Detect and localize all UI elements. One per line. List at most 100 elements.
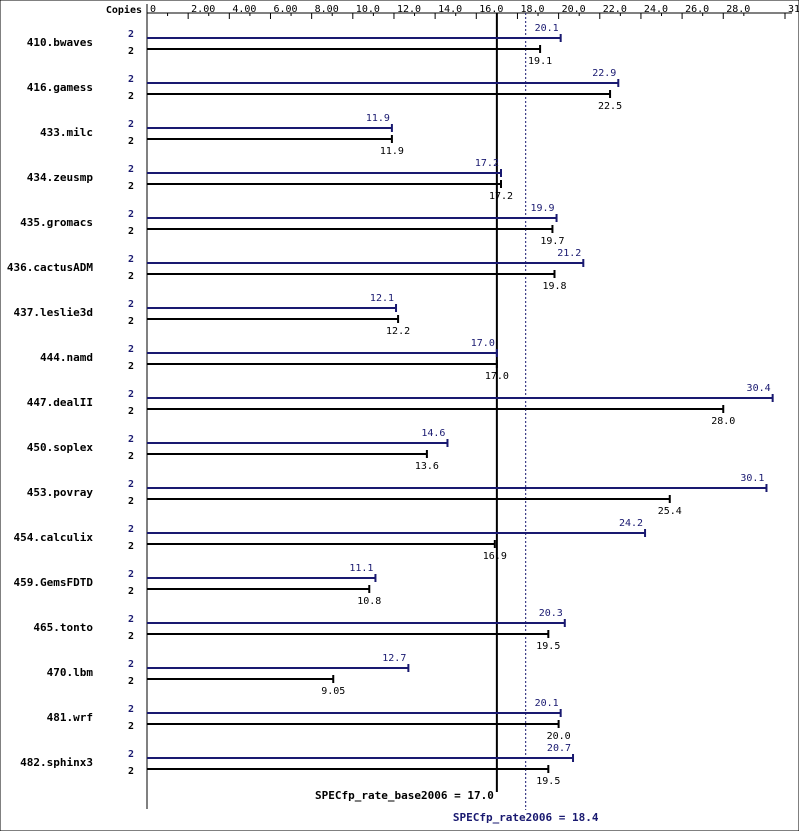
base-value-label: 17.2 [489,191,513,202]
peak-summary-label: SPECfp_rate2006 = 18.4 [453,811,599,824]
benchmark-label: 410.bwaves [27,36,93,49]
peak-copies-label: 2 [128,389,134,400]
axis-tick-label: 26.0 [685,4,709,15]
base-copies-label: 2 [128,226,134,237]
peak-copies-label: 2 [128,569,134,580]
peak-copies-label: 2 [128,164,134,175]
axis-tick-label: 8.00 [315,4,339,15]
axis-tick-label: 0 [150,4,156,15]
benchmark-label: 454.calculix [14,531,94,544]
base-value-label: 13.6 [415,461,439,472]
base-copies-label: 2 [128,91,134,102]
peak-copies-label: 2 [128,749,134,760]
axis-tick-label: 16.0 [479,4,503,15]
benchmark-label: 416.gamess [27,81,93,94]
benchmark-label: 459.GemsFDTD [14,576,94,589]
base-value-label: 19.5 [536,776,560,787]
peak-value-label: 11.1 [349,563,373,574]
axis-group: Copies 0 2.00 4.00 6.00 8.00 10.0 12.0 14.0 16.0 1… [106,4,799,810]
peak-value-label: 19.9 [530,203,554,214]
base-copies-label: 2 [128,541,134,552]
peak-copies-label: 2 [128,524,134,535]
base-value-label: 19.1 [528,56,552,67]
peak-copies-label: 2 [128,614,134,625]
peak-value-label: 12.7 [382,653,406,664]
benchmark-label: 435.gromacs [20,216,93,229]
axis-tick-label: 6.00 [273,4,297,15]
peak-value-label: 12.1 [370,293,394,304]
base-value-label: 22.5 [598,101,622,112]
benchmark-label: 450.soplex [27,441,94,454]
base-value-label: 19.7 [540,236,564,247]
axis-tick-label: 24.0 [644,4,668,15]
peak-value-label: 21.2 [557,248,581,259]
base-value-label: 9.05 [321,686,345,697]
base-value-label: 25.4 [658,506,682,517]
base-value-label: 19.8 [542,281,566,292]
peak-value-label: 20.1 [535,23,559,34]
benchmark-label: 434.zeusmp [27,171,94,184]
base-copies-label: 2 [128,766,134,777]
peak-value-label: 20.3 [539,608,563,619]
base-copies-label: 2 [128,46,134,57]
axis-tick-label: 2.00 [191,4,215,15]
peak-copies-label: 2 [128,344,134,355]
rows-group: 410.bwaves 2 2 20.1 19.1 416.gamess 2 2 22.9 22.5… [7,23,774,787]
peak-copies-label: 2 [128,29,134,40]
peak-value-label: 22.9 [592,68,616,79]
benchmark-label: 453.povray [27,486,94,499]
peak-value-label: 30.4 [747,383,771,394]
axis-tick-label: 22.0 [603,4,627,15]
peak-copies-label: 2 [128,659,134,670]
benchmark-label: 436.cactusADM [7,261,93,274]
benchmark-label: 470.lbm [47,666,94,679]
base-copies-label: 2 [128,181,134,192]
peak-copies-label: 2 [128,704,134,715]
base-copies-label: 2 [128,451,134,462]
benchmark-label: 481.wrf [47,711,93,724]
peak-value-label: 20.7 [547,743,571,754]
benchmark-label: 437.leslie3d [14,306,93,319]
base-copies-label: 2 [128,631,134,642]
peak-copies-label: 2 [128,209,134,220]
axis-tick-label: 12.0 [397,4,421,15]
base-copies-label: 2 [128,406,134,417]
base-copies-label: 2 [128,316,134,327]
peak-value-label: 17.2 [475,158,499,169]
base-summary-label: SPECfp_rate_base2006 = 17.0 [315,789,494,802]
base-copies-label: 2 [128,721,134,732]
peak-value-label: 11.9 [366,113,390,124]
base-value-label: 16.9 [483,551,507,562]
base-value-label: 28.0 [711,416,735,427]
axis-tick-label: 10.0 [356,4,380,15]
peak-value-label: 30.1 [740,473,764,484]
benchmark-label: 444.namd [40,351,93,364]
benchmark-label: 447.dealII [27,396,93,409]
peak-copies-label: 2 [128,299,134,310]
axis-tick-label: 20.0 [562,4,586,15]
base-copies-label: 2 [128,586,134,597]
peak-value-label: 17.0 [471,338,495,349]
base-copies-label: 2 [128,136,134,147]
summary-group: SPECfp_rate_base2006 = 17.0 SPECfp_rate20… [315,789,599,824]
peak-copies-label: 2 [128,434,134,445]
peak-copies-label: 2 [128,74,134,85]
axis-tick-label: 4.00 [232,4,256,15]
benchmark-label: 465.tonto [33,621,93,634]
peak-copies-label: 2 [128,254,134,265]
peak-value-label: 20.1 [535,698,559,709]
axis-tick-label: 31.0 [788,4,799,15]
base-copies-label: 2 [128,676,134,687]
peak-copies-label: 2 [128,119,134,130]
base-value-label: 20.0 [547,731,571,742]
peak-value-label: 14.6 [421,428,445,439]
base-value-label: 19.5 [536,641,560,652]
base-value-label: 17.0 [485,371,509,382]
base-value-label: 11.9 [380,146,404,157]
copies-header: Copies [106,4,142,16]
base-copies-label: 2 [128,496,134,507]
axis-tick-label: 14.0 [438,4,462,15]
